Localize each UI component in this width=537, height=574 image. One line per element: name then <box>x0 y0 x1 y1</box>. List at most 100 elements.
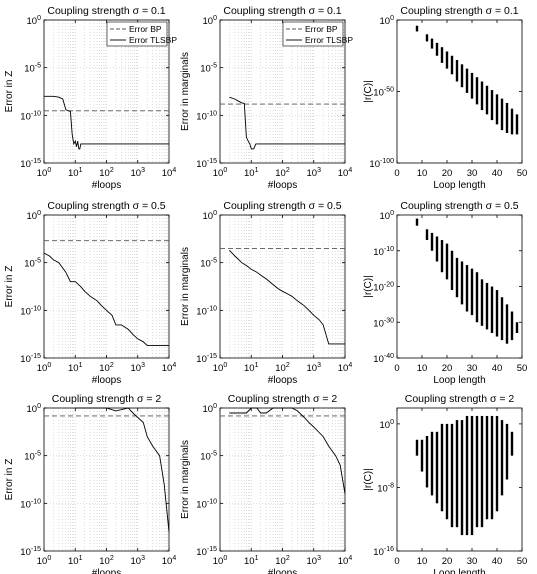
chart-panel: 0 10 20 30 40 50 10-40 10-30 10-20 10-10 100 Coupli… <box>363 200 527 386</box>
x-axis-label: #loops <box>92 180 121 191</box>
scatter-column <box>515 322 519 333</box>
x-tick-label: 102 <box>275 362 290 374</box>
axes-frame <box>396 407 523 552</box>
y-axis-label: Error in Z <box>4 266 15 308</box>
legend-label: Error TLSBP <box>129 35 177 45</box>
x-axis-label: Loop length <box>433 375 485 386</box>
scatter-column <box>435 42 439 56</box>
scatter-column <box>450 423 454 528</box>
scatter-column <box>425 34 429 42</box>
scatter-column <box>495 415 499 512</box>
legend-label: Error BP <box>305 24 338 34</box>
scatter-column <box>465 68 469 93</box>
y-axis-label: Error in marginals <box>180 52 191 131</box>
scatter-column <box>415 218 419 226</box>
chart-title: Coupling strength σ = 0.5 <box>223 200 341 212</box>
legend-box <box>282 21 344 47</box>
scatter-column <box>505 304 509 344</box>
y-tick-label: 10-15 <box>196 546 217 558</box>
chart-panel: 100 101 102 103 104 10-15 10-10 10-5 100 Coupling… <box>180 5 353 191</box>
scatter-column <box>515 114 519 135</box>
scatter-column <box>485 282 489 330</box>
scatter-column <box>480 279 484 326</box>
x-tick-label: 102 <box>99 167 114 179</box>
x-tick-label: 10 <box>417 168 428 179</box>
y-tick-label: 10-5 <box>24 258 41 270</box>
scatter-column <box>455 257 459 298</box>
x-tick-label: 0 <box>394 363 399 374</box>
y-tick-label: 100 <box>380 210 395 222</box>
series-line-error-tlsbp <box>229 407 346 494</box>
x-tick-label: 100 <box>37 362 52 374</box>
x-tick-label: 104 <box>162 362 177 374</box>
x-tick-label: 40 <box>492 168 503 179</box>
y-tick-label: 10-5 <box>200 63 217 75</box>
y-tick-label: 10-8 <box>377 482 394 494</box>
y-tick-label: 10-15 <box>20 158 41 170</box>
series-line-error-tlsbp <box>75 407 170 532</box>
y-tick-label: 10-15 <box>196 353 217 365</box>
scatter-column <box>485 415 489 520</box>
scatter-column <box>425 229 429 241</box>
scatter-column <box>445 243 449 280</box>
scatter-column <box>470 72 474 99</box>
scatter-column <box>455 60 459 82</box>
x-axis-label: #loops <box>268 180 297 191</box>
scatter-column <box>425 435 429 488</box>
plot-area <box>220 215 345 358</box>
scatter-column <box>505 102 509 133</box>
chart-title: Coupling strength σ = 0.5 <box>400 200 518 212</box>
x-tick-label: 104 <box>162 167 177 179</box>
y-axis-label: |r(C)| <box>363 468 374 490</box>
chart-panel: 100 101 102 103 104 10-15 10-10 10-5 100 Coupling… <box>180 393 352 574</box>
x-axis-label: Loop length <box>433 180 485 191</box>
x-axis-label: #loops <box>268 568 297 574</box>
x-tick-label: 103 <box>307 362 322 374</box>
scatter-column <box>415 439 419 456</box>
x-tick-label: 101 <box>244 362 259 374</box>
legend-label: Error TLSBP <box>305 35 353 45</box>
scatter-column <box>505 423 509 480</box>
chart-panel: 100 101 102 103 104 10-15 10-10 10-5 100 Coupling… <box>4 5 177 191</box>
y-tick-label: 10-20 <box>373 282 394 294</box>
x-tick-label: 102 <box>275 167 290 179</box>
scatter-column <box>440 423 444 512</box>
plot-area <box>44 215 169 358</box>
scatter-column <box>455 420 459 528</box>
y-tick-label: 10-10 <box>196 110 217 122</box>
chart-title: Coupling strength σ = 2 <box>405 393 515 405</box>
scatter-column <box>440 240 444 273</box>
y-tick-label: 10-30 <box>373 317 394 329</box>
scatter-column <box>490 286 494 333</box>
y-tick-label: 100 <box>27 210 42 222</box>
y-tick-label: 10-10 <box>20 110 41 122</box>
scatter-column <box>430 431 434 496</box>
x-tick-label: 50 <box>517 363 528 374</box>
x-tick-label: 104 <box>338 555 353 567</box>
x-tick-label: 101 <box>68 167 83 179</box>
chart-panel: 0 10 20 30 40 50 10-100 10-50 100 Coupling streng… <box>363 5 527 191</box>
plot-area <box>44 408 169 551</box>
x-tick-label: 100 <box>37 555 52 567</box>
y-tick-label: 100 <box>27 403 42 415</box>
scatter-column <box>470 268 474 316</box>
scatter-column <box>470 415 474 536</box>
scatter-column <box>475 272 479 323</box>
x-tick-label: 103 <box>131 167 146 179</box>
x-tick-label: 104 <box>338 362 353 374</box>
x-tick-label: 100 <box>213 362 228 374</box>
plot-area <box>397 408 522 551</box>
x-tick-label: 100 <box>213 555 228 567</box>
y-tick-label: 10-16 <box>373 546 394 558</box>
scatter-column <box>480 81 484 111</box>
scatter-column <box>435 236 439 262</box>
scatter-column <box>510 431 514 456</box>
x-tick-label: 103 <box>307 555 322 567</box>
scatter-column <box>475 77 479 105</box>
y-tick-label: 100 <box>203 210 218 222</box>
series-line-error-tlsbp <box>229 249 345 345</box>
x-tick-label: 50 <box>517 168 528 179</box>
x-tick-label: 20 <box>442 363 453 374</box>
